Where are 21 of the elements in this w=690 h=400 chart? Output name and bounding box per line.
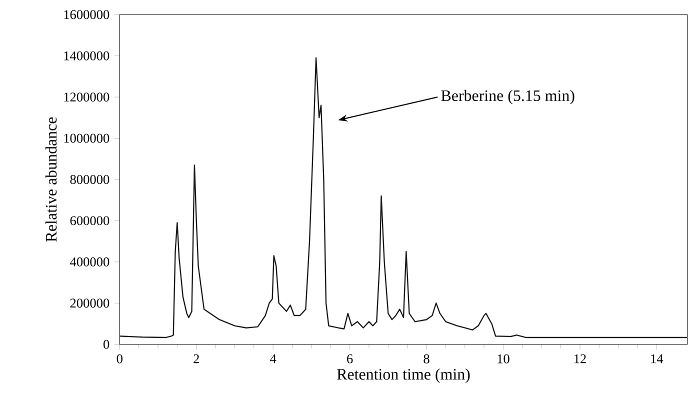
- x-tick-label: 2: [194, 354, 199, 364]
- x-tick-label: 10: [498, 354, 510, 364]
- x-tick-label: 12: [574, 354, 586, 364]
- x-tick-label: 8: [424, 354, 430, 364]
- y-tick-label: 0: [103, 340, 110, 349]
- x-tick-label: 14: [651, 354, 664, 364]
- annotation: Berberine (5.15 min): [441, 90, 574, 104]
- x-tick-label: 0: [116, 354, 122, 364]
- y-tick-label: 200000: [70, 298, 110, 308]
- x-tick-label: 4: [270, 354, 276, 364]
- x-tick-label: 6: [347, 354, 353, 364]
- y-tick-label: 1400000: [64, 51, 110, 60]
- y-tick-label: 1200000: [64, 92, 110, 102]
- line-series: [120, 57, 688, 338]
- y-tick-label: 1600000: [64, 10, 110, 20]
- y-axis-title: Relative abundance: [45, 117, 57, 242]
- x-axis-title: Retention time (min): [337, 368, 470, 383]
- y-tick-label: 800000: [70, 174, 110, 184]
- y-tick-label: 400000: [70, 257, 110, 266]
- y-tick-label: 600000: [70, 216, 110, 226]
- y-tick-label: 1000000: [64, 134, 110, 143]
